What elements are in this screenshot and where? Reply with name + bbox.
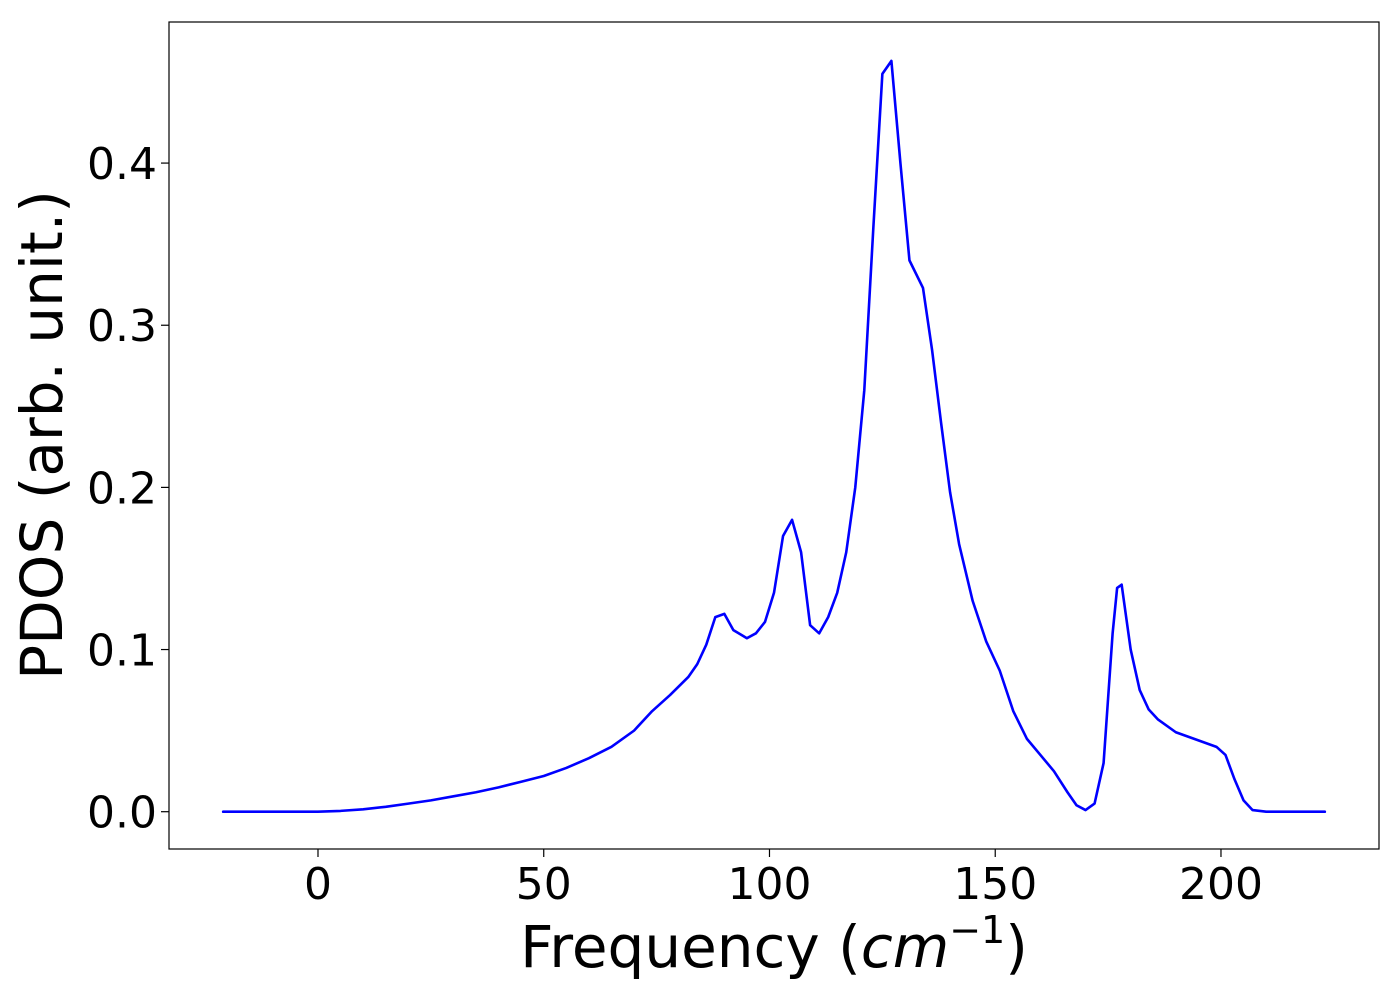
y-tick-label: 0.2 (87, 463, 157, 514)
x-axis-ticks: 0 50 100 150 200 (304, 849, 1263, 910)
x-axis-label: Frequency (cm−1) (520, 908, 1028, 981)
x-tick-label: 150 (953, 859, 1037, 910)
y-tick-label: 0.4 (87, 139, 157, 190)
x-tick-label: 50 (516, 859, 572, 910)
y-tick-label: 0.0 (87, 788, 157, 839)
x-tick-label: 100 (727, 859, 811, 910)
y-tick-label: 0.3 (87, 301, 157, 352)
plot-background (169, 22, 1379, 849)
pdos-series-line (221, 59, 1327, 813)
y-axis-label: PDOS (arb. unit.) (8, 190, 76, 680)
y-axis-ticks: 0.0 0.1 0.2 0.3 0.4 (87, 139, 169, 839)
y-tick-label: 0.1 (87, 626, 157, 677)
x-tick-label: 200 (1179, 859, 1263, 910)
plot-frame (168, 21, 1380, 850)
x-tick-label: 0 (304, 859, 332, 910)
